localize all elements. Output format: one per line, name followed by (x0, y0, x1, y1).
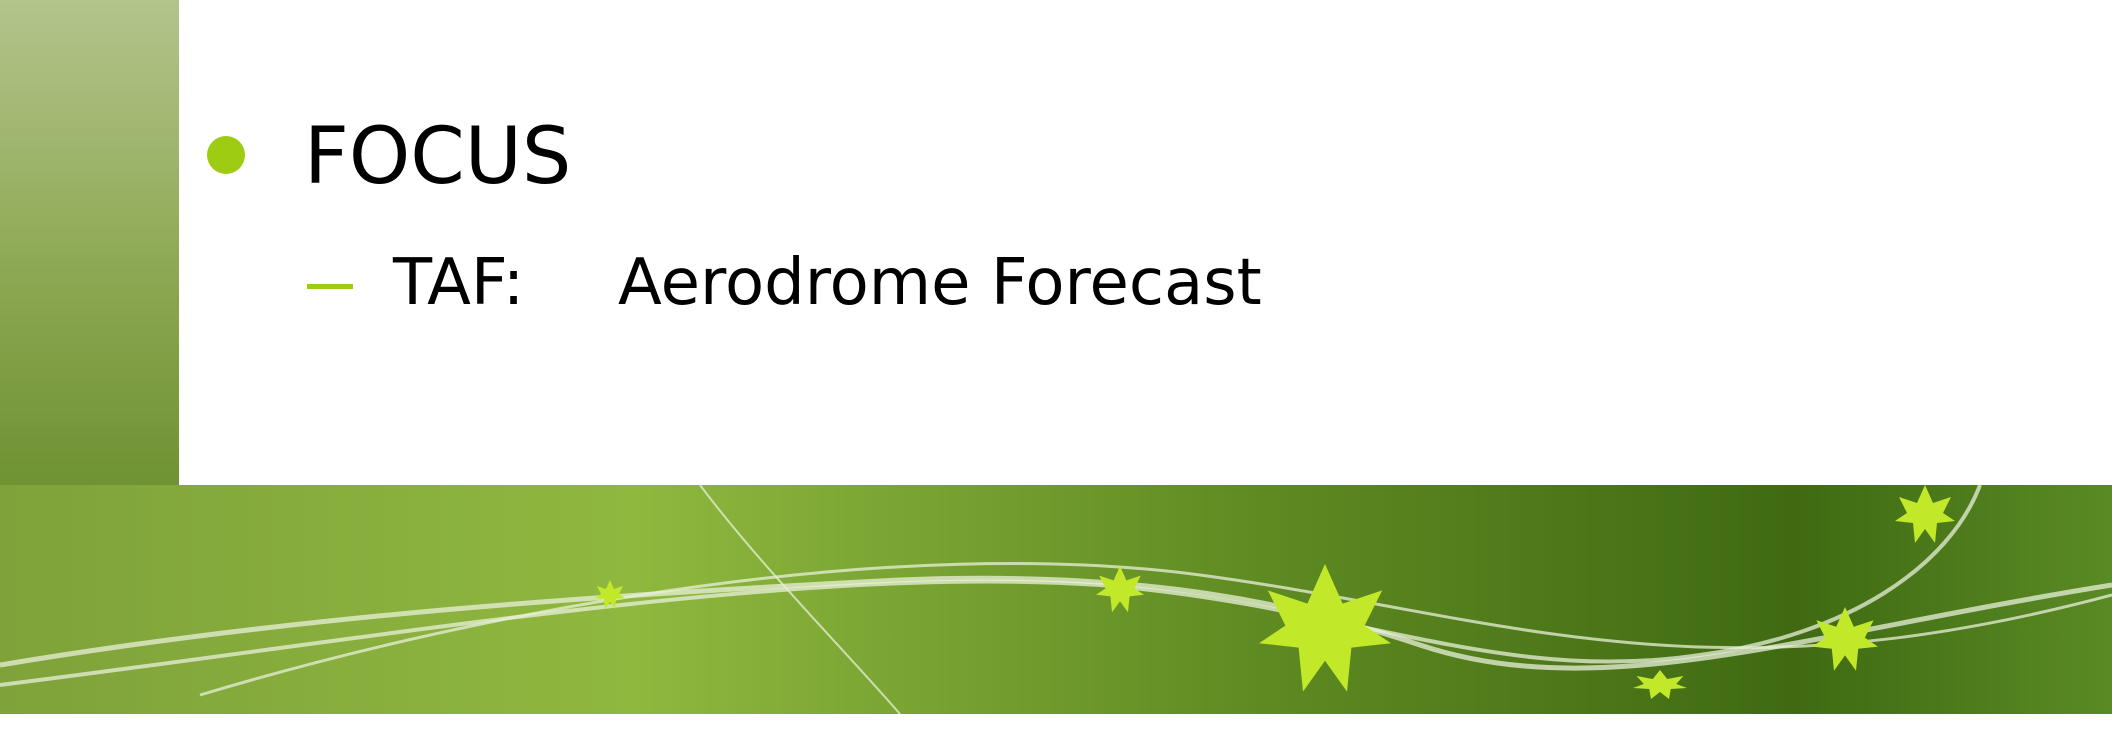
decor-band (0, 485, 2112, 714)
side-bar (0, 0, 179, 485)
sub-text: Aerodrome Forecast (618, 246, 1262, 320)
band-bg (0, 485, 2112, 714)
bullet-dot (207, 136, 245, 174)
bullet-text: FOCUS (304, 112, 572, 202)
sub-dash (307, 284, 353, 289)
sub-label: TAF: (393, 246, 525, 320)
swirls (0, 485, 2112, 714)
